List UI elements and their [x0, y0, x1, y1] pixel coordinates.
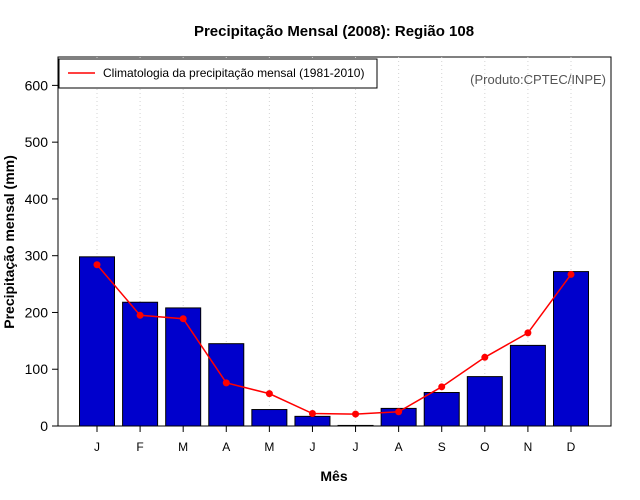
climatology-point-9 — [481, 353, 489, 361]
climatology-line-series — [93, 261, 575, 418]
climatology-point-2 — [179, 315, 187, 323]
x-tick-label: F — [136, 440, 143, 454]
climatology-point-1 — [136, 311, 144, 319]
bar-6 — [337, 424, 374, 427]
y-tick-label: 400 — [25, 191, 49, 207]
y-tick-label: 300 — [25, 248, 49, 264]
bar-0 — [79, 256, 115, 427]
legend: Climatologia da precipitação mensal (198… — [58, 58, 378, 89]
x-tick-label: O — [480, 440, 489, 454]
x-tick-label: J — [353, 440, 359, 454]
x-tick-label: M — [264, 440, 274, 454]
climatology-point-3 — [222, 379, 230, 387]
climatology-point-5 — [308, 410, 316, 418]
legend-box — [58, 58, 378, 89]
climatology-point-10 — [524, 329, 532, 337]
y-tick-label: 200 — [25, 304, 49, 320]
climatology-point-6 — [352, 410, 360, 418]
climatology-point-0 — [93, 261, 101, 269]
chart-title: Precipitação Mensal (2008): Região 108 — [194, 23, 474, 40]
climatology-point-11 — [567, 270, 575, 278]
y-axis: 0 100 200 300 400 500 600 — [25, 77, 58, 434]
x-tick-label: S — [438, 440, 446, 454]
x-axis-label: Mês — [320, 468, 347, 484]
climatology-line — [96, 264, 572, 415]
y-tick-label: 0 — [40, 418, 48, 434]
x-tick-label: A — [395, 440, 403, 454]
x-tick-label: M — [178, 440, 188, 454]
bar-5 — [294, 415, 331, 427]
climatology-point-4 — [265, 390, 273, 398]
x-tick-label: A — [222, 440, 230, 454]
x-tick-label: N — [524, 440, 533, 454]
x-tick-label: J — [94, 440, 100, 454]
bar-11 — [553, 271, 589, 427]
y-tick-label: 600 — [25, 77, 49, 93]
x-tick-label: J — [309, 440, 315, 454]
bar-4 — [251, 409, 288, 427]
bar-10 — [509, 344, 546, 427]
grid-lines — [96, 57, 572, 426]
bar-8 — [423, 392, 460, 427]
x-tick-label: D — [567, 440, 576, 454]
legend-entry-climatology: Climatologia da precipitação mensal (198… — [103, 66, 364, 80]
bar-9 — [466, 376, 503, 427]
y-axis-label: Precipitação mensal (mm) — [1, 155, 17, 329]
climatology-point-8 — [438, 383, 446, 391]
y-tick-label: 500 — [25, 134, 49, 150]
source-annotation: (Produto:CPTEC/INPE) — [470, 72, 606, 87]
bar-1 — [122, 301, 159, 427]
y-tick-label: 100 — [25, 361, 49, 377]
climatology-point-7 — [395, 408, 403, 416]
bar-2 — [165, 307, 202, 427]
